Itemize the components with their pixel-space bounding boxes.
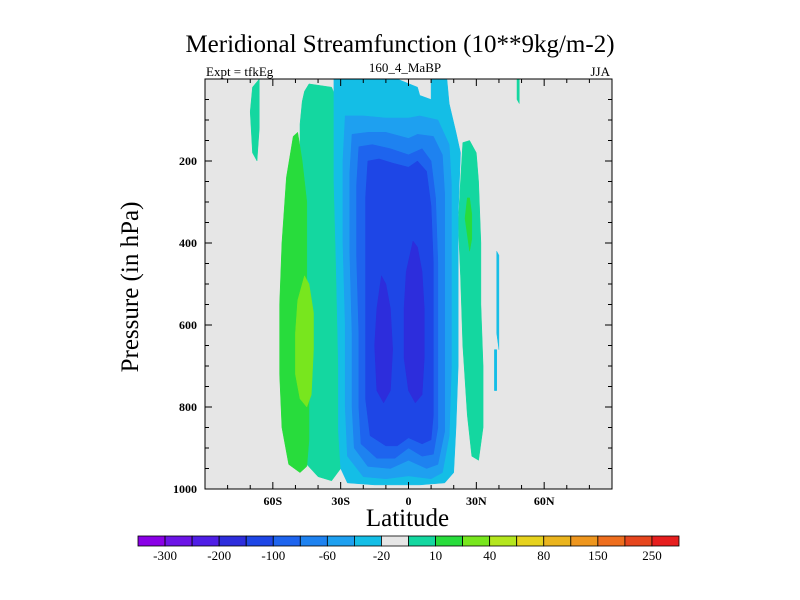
season-label: JJA	[590, 64, 610, 79]
colorbar-box-19	[651, 535, 680, 547]
colorbar-box-11	[435, 535, 463, 547]
y-tick-label-0: 200	[179, 154, 197, 168]
colorbar-box-18	[624, 535, 653, 547]
colorbar-box-3	[218, 535, 247, 547]
colorbar-box-6	[299, 535, 328, 547]
colorbar-box-2	[191, 535, 220, 547]
colorbar-box-16	[570, 535, 599, 547]
y-tick-label-1: 400	[179, 236, 197, 250]
colorbar-box-7	[326, 535, 355, 547]
colorbar-label-7: 80	[537, 548, 550, 563]
colorbar-box-13	[489, 535, 518, 547]
colorbar-box-15	[543, 535, 572, 547]
colorbar-box-0	[137, 535, 166, 547]
colorbar-label-8: 150	[588, 548, 608, 563]
colorbar-box-9	[381, 535, 409, 547]
colorbar-label-9: 250	[642, 548, 662, 563]
contour-region-3	[516, 79, 520, 104]
contour-region-14	[374, 275, 393, 404]
colorbar-box-12	[462, 535, 491, 547]
colorbar-box-8	[353, 535, 382, 547]
contour-region-8	[295, 275, 314, 408]
colorbar-label-3: -60	[319, 548, 336, 563]
x-tick-label-1: 30S	[331, 494, 350, 508]
colorbar-label-6: 40	[483, 548, 496, 563]
colorbar-box-10	[408, 535, 436, 547]
contour-region-15	[403, 240, 425, 404]
experiment-label: Expt = tfkEg	[206, 64, 274, 79]
colorbar-box-1	[164, 535, 193, 547]
x-tick-label-2: 0	[406, 494, 412, 508]
contour-region-7	[464, 197, 473, 252]
y-tick-label-2: 600	[179, 318, 197, 332]
colorbar-box-4	[245, 535, 274, 547]
colorbar-label-5: 10	[429, 548, 442, 563]
x-tick-label-3: 30N	[466, 494, 487, 508]
colorbar-box-14	[516, 535, 545, 547]
x-axis-label: Latitude	[365, 505, 450, 532]
y-tick-label-4: 1000	[173, 482, 197, 496]
contour-region-5	[494, 349, 497, 391]
chart-title: Meridional Streamfunction (10**9kg/m-2)	[185, 31, 615, 58]
colorbar-box-5	[272, 535, 301, 547]
contour-layer	[249, 79, 520, 486]
colorbar-label-1: -200	[207, 548, 231, 563]
x-tick-label-0: 60S	[263, 494, 282, 508]
colorbar-label-2: -100	[261, 548, 285, 563]
contour-region-1	[249, 79, 260, 162]
contour-region-4	[496, 250, 500, 350]
x-tick-label-4: 60N	[534, 494, 555, 508]
colorbar-label-4: -20	[373, 548, 390, 563]
y-tick-label-3: 800	[179, 400, 197, 414]
colorbar: -300 -200 -100 -60 -20 10 40 80 150 250	[137, 535, 680, 563]
colorbar-box-17	[597, 535, 626, 547]
axis-layer: 60S 30S 0 30N 60N 200 400 600 800 1000	[173, 78, 613, 508]
run-label: 160_4_MaBP	[368, 60, 442, 75]
contour-region-2	[457, 140, 484, 461]
colorbar-label-0: -300	[153, 548, 177, 563]
